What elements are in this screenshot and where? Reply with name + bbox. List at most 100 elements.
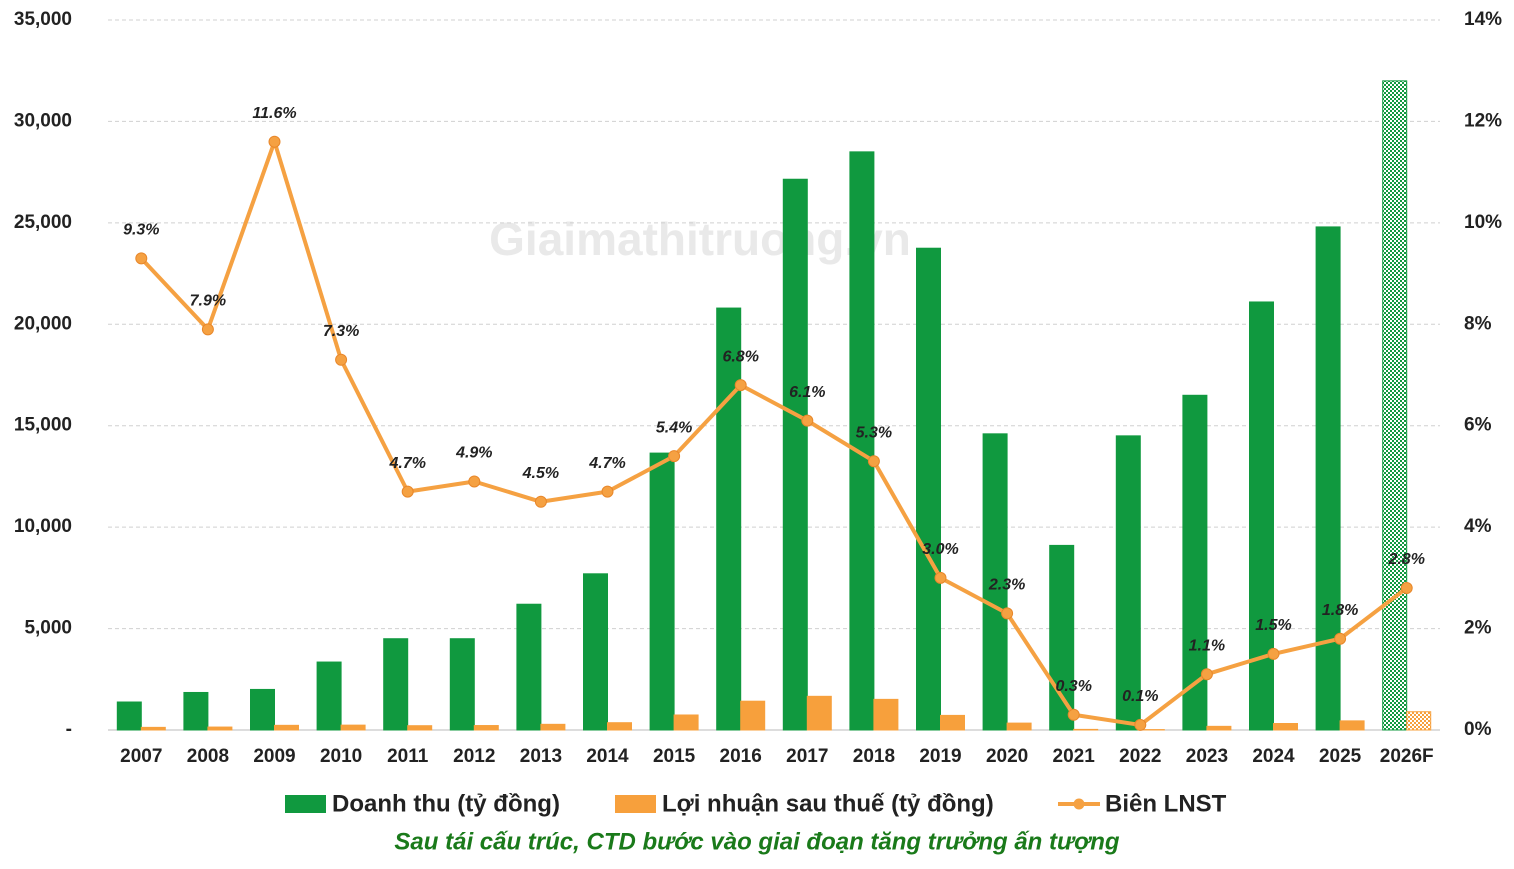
data-label: 1.5% xyxy=(1255,617,1291,634)
line-marker xyxy=(668,450,681,463)
line-marker xyxy=(335,353,348,366)
x-tick-label: 2024 xyxy=(1252,746,1295,767)
y2-tick-label: 4% xyxy=(1464,516,1492,537)
y-tick-label: 25,000 xyxy=(14,212,72,233)
bar xyxy=(1273,723,1298,731)
legend-swatch xyxy=(615,795,656,813)
x-tick-label: 2016 xyxy=(720,746,762,767)
legend-label: Lợi nhuận sau thuế (tỷ đồng) xyxy=(662,790,994,817)
line-marker xyxy=(867,455,880,468)
line-marker xyxy=(934,571,947,584)
bar xyxy=(806,695,832,731)
y2-tick-label: 14% xyxy=(1464,9,1502,30)
bar xyxy=(274,724,299,731)
line-marker xyxy=(1001,607,1014,620)
x-tick-label: 2023 xyxy=(1186,746,1228,767)
x-tick-label: 2026F xyxy=(1380,746,1434,767)
line-marker xyxy=(601,485,614,498)
x-tick-label: 2012 xyxy=(453,746,495,767)
legend-swatch xyxy=(285,795,326,813)
bar xyxy=(1315,226,1341,731)
bar xyxy=(1206,725,1232,731)
line-marker xyxy=(1134,718,1147,731)
data-label: 9.3% xyxy=(123,222,159,239)
bar xyxy=(1115,435,1141,731)
bar xyxy=(407,725,433,731)
bar xyxy=(1382,80,1408,731)
data-label: 6.8% xyxy=(722,348,758,365)
data-label: 5.4% xyxy=(656,419,692,436)
line-marker xyxy=(135,252,148,265)
watermark: Giaimathitruong.vn xyxy=(489,213,911,265)
x-tick-label: 2025 xyxy=(1319,746,1362,767)
x-tick-label: 2018 xyxy=(853,746,895,767)
data-label: 1.1% xyxy=(1189,637,1225,654)
line-marker xyxy=(468,475,481,488)
y-tick-label: 5,000 xyxy=(24,618,72,639)
x-tick-label: 2021 xyxy=(1053,746,1096,767)
bar xyxy=(1182,394,1208,731)
line-marker xyxy=(268,135,281,148)
bar xyxy=(1406,711,1432,731)
y2-tick-label: 12% xyxy=(1464,110,1502,131)
line-marker xyxy=(1067,708,1080,721)
data-label: 4.7% xyxy=(388,455,425,472)
bar xyxy=(516,603,542,731)
y-tick-label: 15,000 xyxy=(14,415,72,436)
bar xyxy=(782,178,808,731)
y-tick-label: 20,000 xyxy=(14,313,72,334)
data-label: 11.6% xyxy=(252,105,296,122)
bar xyxy=(1073,728,1099,731)
bar xyxy=(607,722,632,731)
x-tick-label: 2022 xyxy=(1119,746,1161,767)
data-label: 7.3% xyxy=(323,323,359,340)
data-label: 5.3% xyxy=(856,424,892,441)
data-label: 2.3% xyxy=(988,577,1025,594)
line-marker xyxy=(734,379,747,392)
line xyxy=(139,139,1408,727)
y2-tick-label: 2% xyxy=(1464,618,1492,639)
y-tick-label: 30,000 xyxy=(14,110,72,131)
y-tick-label: 10,000 xyxy=(14,516,72,537)
x-tick-label: 2011 xyxy=(387,746,429,767)
caption: Sau tái cấu trúc, CTD bước vào giai đoạn… xyxy=(394,828,1119,855)
y-tick-label: 35,000 xyxy=(14,9,72,30)
bar xyxy=(183,691,209,731)
x-tick-label: 2013 xyxy=(520,746,562,767)
bar xyxy=(1006,722,1032,731)
y-tick-label: - xyxy=(66,719,72,740)
bar xyxy=(1249,301,1274,731)
x-tick-label: 2009 xyxy=(253,746,295,767)
data-label: 7.9% xyxy=(190,293,226,310)
bar xyxy=(583,573,608,731)
bar xyxy=(1049,544,1075,731)
data-label: 2.8% xyxy=(1387,551,1424,568)
bar xyxy=(916,247,941,731)
bar xyxy=(383,638,409,731)
bar xyxy=(673,714,699,731)
x-tick-label: 2017 xyxy=(786,746,828,767)
bar xyxy=(250,688,275,731)
bar xyxy=(340,724,366,731)
bar xyxy=(540,723,566,731)
data-label: 0.1% xyxy=(1122,688,1158,705)
x-tick-label: 2015 xyxy=(653,746,696,767)
y2-tick-label: 6% xyxy=(1464,415,1492,436)
data-label: 3.0% xyxy=(922,541,958,558)
line-marker xyxy=(1334,632,1347,645)
x-tick-label: 2008 xyxy=(187,746,229,767)
x-tick-label: 2010 xyxy=(320,746,362,767)
line-marker xyxy=(1400,582,1413,594)
data-label: 1.8% xyxy=(1322,602,1358,619)
bar xyxy=(140,726,166,731)
x-tick-label: 2020 xyxy=(986,746,1028,767)
legend-label: Doanh thu (tỷ đồng) xyxy=(332,790,560,817)
legend-label: Biên LNST xyxy=(1105,790,1227,817)
line-marker xyxy=(401,485,414,498)
line-marker xyxy=(534,495,547,508)
bar xyxy=(316,661,342,731)
data-label: 4.9% xyxy=(455,445,492,462)
data-label: 4.5% xyxy=(522,465,559,482)
x-tick-label: 2019 xyxy=(919,746,961,767)
